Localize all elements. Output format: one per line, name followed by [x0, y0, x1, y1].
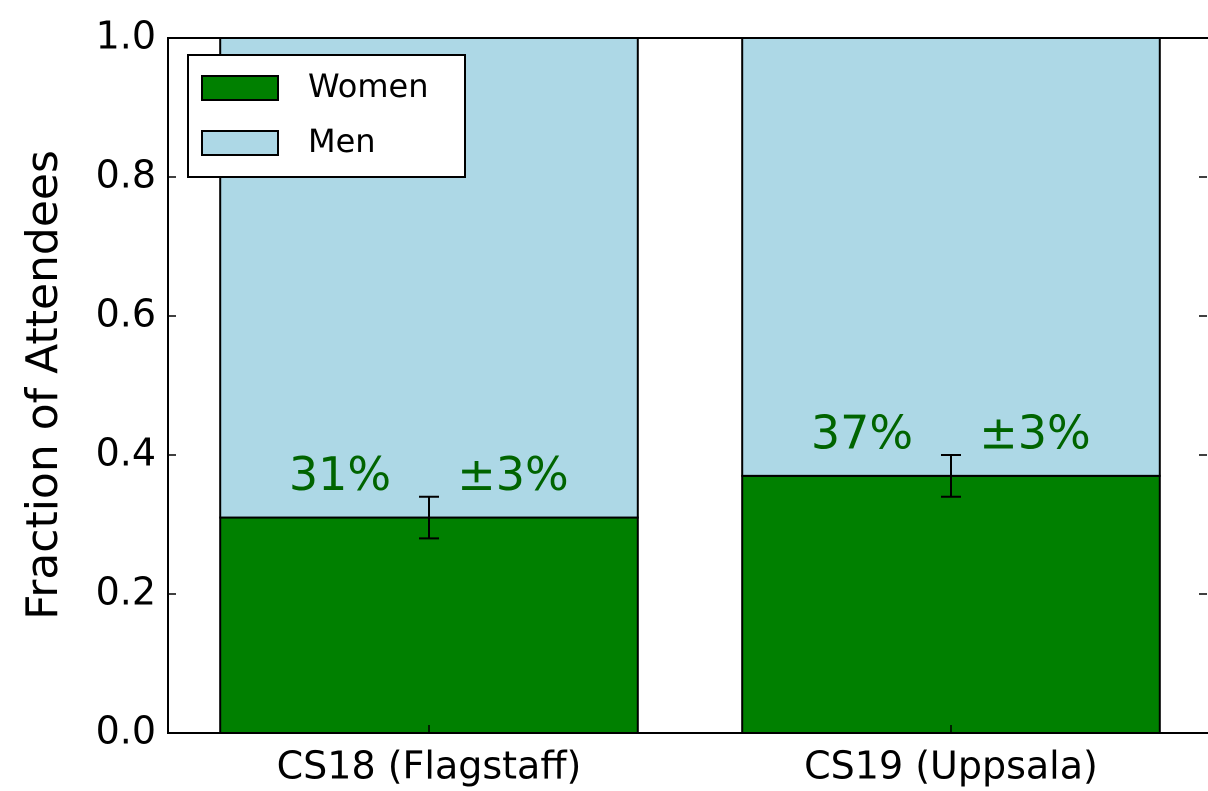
y-tick-label: 0.2: [96, 570, 156, 614]
y-tick-label: 0.6: [96, 292, 156, 336]
legend-label: Men: [308, 122, 376, 160]
value-label: 37%: [811, 405, 913, 459]
x-tick-label: CS19 (Uppsala): [804, 744, 1098, 788]
legend-swatch: [201, 130, 279, 156]
legend-swatch: [201, 75, 279, 101]
x-tick-label: CS18 (Flagstaff): [277, 744, 582, 788]
bar-segment: [219, 516, 639, 734]
y-axis-label: Fraction of Attendees: [17, 150, 68, 620]
y-tick-label: 0.8: [96, 153, 156, 197]
y-tick-label: 0.4: [96, 431, 156, 475]
error-label: ±3%: [979, 405, 1091, 459]
legend-label: Women: [308, 67, 428, 105]
y-tick-label: 1.0: [96, 14, 156, 58]
y-tick-label: 0.0: [96, 709, 156, 753]
error-bar: [419, 495, 439, 540]
plot-frame: [167, 37, 1208, 734]
error-label: ±3%: [457, 447, 569, 501]
bar-segment: [741, 474, 1161, 734]
error-bar: [941, 454, 961, 498]
bar-segment: [741, 37, 1161, 477]
value-label: 31%: [289, 447, 391, 501]
